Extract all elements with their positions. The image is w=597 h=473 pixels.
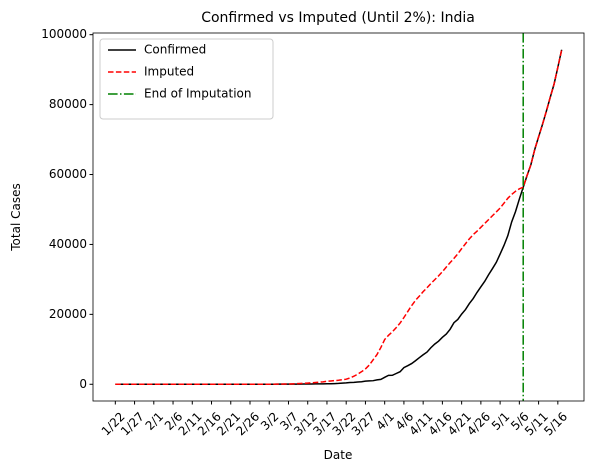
y-axis-label: Total Cases: [9, 183, 23, 251]
legend-label: Imputed: [144, 65, 194, 79]
x-tick-label: 5/16: [541, 409, 570, 438]
y-tick-label: 60000: [49, 167, 87, 181]
legend-label: Confirmed: [144, 43, 206, 57]
legend-box: [99, 38, 274, 120]
y-tick-label: 20000: [49, 307, 87, 321]
x-axis-label: Date: [324, 448, 353, 462]
series-line: [115, 49, 563, 386]
y-tick-label: 100000: [41, 27, 87, 41]
y-tick-label: 80000: [49, 97, 87, 111]
plot-frame: [92, 32, 585, 402]
legend-label: End of Imputation: [144, 87, 252, 101]
chart-title: Confirmed vs Imputed (Until 2%): India: [201, 10, 475, 26]
y-tick-label: 40000: [49, 237, 87, 251]
y-tick-label: 0: [79, 377, 87, 391]
